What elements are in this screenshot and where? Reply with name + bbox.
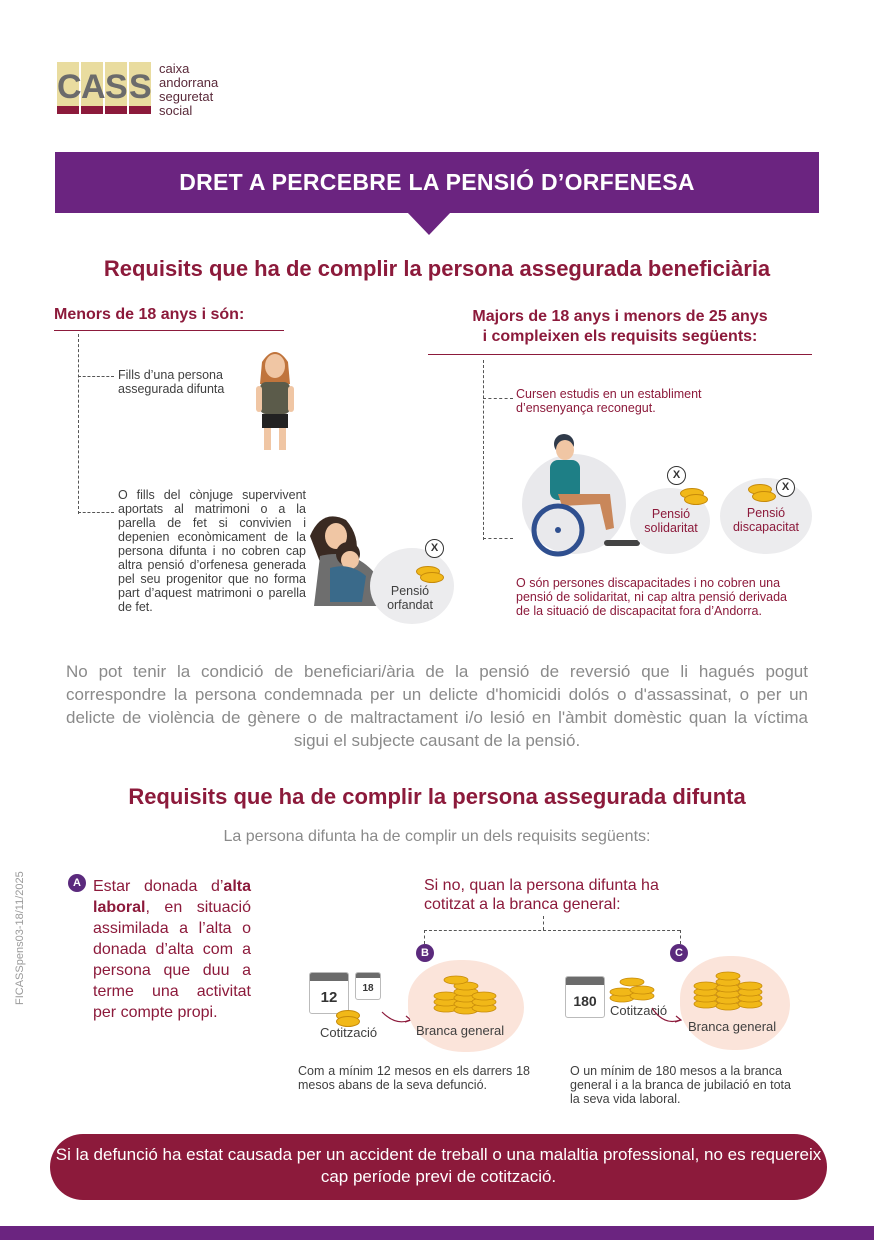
branca-general-label: Branca general [416,1023,505,1038]
coin-icon [752,491,776,502]
option-c-text: O un mínim de 180 mesos a la branca gene… [570,1064,791,1106]
arrow-icon [651,1007,683,1023]
option-b-text: Com a mínim 12 mesos en els darrers 18 m… [298,1064,530,1092]
right-item-2: O són persones discapacitades i no cobre… [516,576,788,618]
divider [428,354,812,355]
wheelchair-illustration-icon [522,434,640,557]
connector-line [483,538,513,539]
logo-wordmark: caixa andorrana seguretat social [159,61,219,118]
section2-title: Requisits que ha de complir la persona a… [128,784,746,809]
connector-line [424,930,425,944]
footer-notice: Si la defunció ha estat causada per un a… [50,1134,827,1200]
connector-line [78,334,79,514]
section2-subtitle: La persona difunta ha de complir un dels… [223,828,651,845]
right-heading: Majors de 18 anys i menors de 25 anys i … [472,308,768,345]
document-code: FICASSpens03-18/11/2025 [14,871,26,1005]
cotitzacio-label: Cotització [320,1025,378,1040]
logo-letter: S [105,62,128,114]
exclusion-paragraph: No pot tenir la condició de beneficiari/… [66,662,808,750]
pension-orfandat-blob [370,548,454,624]
coin-icon [336,1016,360,1027]
coin-icon [420,572,444,583]
right-item-1: Cursen estudis en un establiment d’ensen… [516,387,702,415]
connector-line [483,398,513,399]
section1-title: Requisits que ha de complir la persona a… [103,256,771,281]
close-icon: X [425,539,444,558]
logo-letter: C [57,62,82,114]
close-icon: X [776,478,795,497]
left-item-2: O fills del cònjuge supervivent aportats… [118,488,306,614]
page-title: DRET A PERCEBRE LA PENSIÓ D’ORFENESA [55,152,819,213]
option-c-badge: C [670,944,688,962]
coin-icon [684,494,708,505]
calendar-icon: 180 [565,976,605,1018]
bottom-bar [0,1226,874,1240]
pension-solidaritat-label: Pensió solidaritat [644,507,698,535]
connector-line [483,360,484,540]
logo-letter: S [129,62,152,114]
connector-line [680,930,681,944]
pension-discapacitat-label: Pensió discapacitat [732,506,799,534]
coins-stack-icon [693,971,763,1011]
coins-stack-icon [609,977,655,1003]
coins-stack-icon [433,975,497,1015]
pension-orfandat-label: Pensió orfandat [387,584,433,612]
banner-arrow [407,212,451,235]
cotitzacio-label: Cotització [610,1003,668,1018]
girl-illustration-icon [256,352,294,450]
connector-line [424,930,680,931]
if-not-text: Si no, quan la persona difunta ha cotitz… [424,877,659,913]
calendar-icon: 12 [309,972,349,1014]
logo-letter: A [81,62,106,114]
hug-illustration-icon [310,516,384,606]
calendar-icon: 18 [355,972,381,1000]
connector-line [78,376,114,377]
connector-line [78,512,114,513]
left-item-1: Fills d’una persona assegurada difunta [118,368,225,396]
close-icon: X [667,466,686,485]
option-a-text: Estar donada d’alta laboral, en situació… [93,878,251,1021]
connector-line [543,916,544,930]
option-b-badge: B [416,944,434,962]
divider [54,330,284,331]
option-a-badge: A [68,874,86,892]
left-heading: Menors de 18 anys i són: [54,306,245,323]
branca-general-label: Branca general [688,1019,777,1034]
